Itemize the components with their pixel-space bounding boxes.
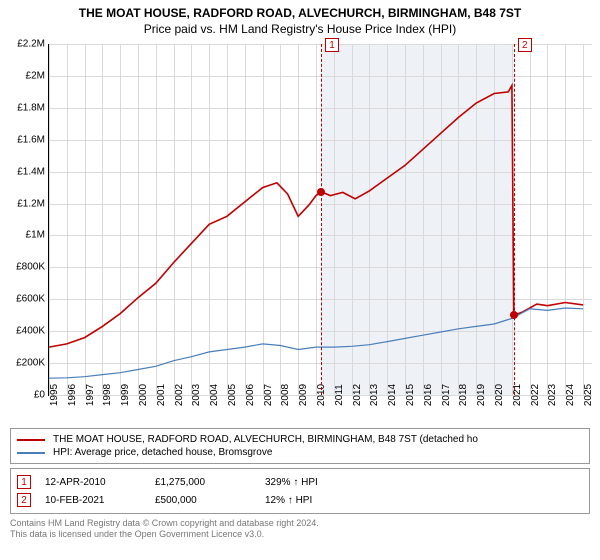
sale-marker-vline	[514, 44, 515, 395]
attribution-text: Contains HM Land Registry data © Crown c…	[10, 518, 590, 541]
sale-delta: 12% ↑ HPI	[265, 495, 312, 506]
legend-item: HPI: Average price, detached house, Brom…	[17, 446, 583, 459]
legend-swatch	[17, 452, 45, 454]
y-tick-label: £1.4M	[1, 166, 45, 177]
sale-marker-dot	[317, 188, 325, 196]
sales-row: 2 10-FEB-2021 £500,000 12% ↑ HPI	[17, 491, 583, 509]
legend-label: HPI: Average price, detached house, Brom…	[53, 447, 272, 458]
series-line-hpi	[49, 308, 583, 378]
y-tick-label: £200K	[1, 358, 45, 369]
chart-plot: £0£200K£400K£600K£800K£1M£1.2M£1.4M£1.6M…	[48, 44, 592, 396]
legend-swatch	[17, 439, 45, 441]
chart-area: £0£200K£400K£600K£800K£1M£1.2M£1.4M£1.6M…	[48, 44, 592, 424]
y-tick-label: £2M	[1, 70, 45, 81]
y-tick-label: £1.2M	[1, 198, 45, 209]
sales-row: 1 12-APR-2010 £1,275,000 329% ↑ HPI	[17, 473, 583, 491]
chart-title-line1: THE MOAT HOUSE, RADFORD ROAD, ALVECHURCH…	[8, 6, 592, 20]
sale-marker-box: 1	[325, 38, 339, 52]
sale-marker-box: 2	[518, 38, 532, 52]
sale-marker-number: 1	[17, 475, 31, 489]
sales-table: 1 12-APR-2010 £1,275,000 329% ↑ HPI 2 10…	[10, 468, 590, 514]
chart-title-block: THE MOAT HOUSE, RADFORD ROAD, ALVECHURCH…	[0, 0, 600, 38]
attribution-line: Contains HM Land Registry data © Crown c…	[10, 518, 590, 529]
y-tick-label: £0	[1, 390, 45, 401]
sale-marker-vline	[321, 44, 322, 395]
y-tick-label: £2.2M	[1, 39, 45, 50]
sale-marker-number: 2	[17, 493, 31, 507]
attribution-line: This data is licensed under the Open Gov…	[10, 529, 590, 540]
sale-marker-dot	[510, 311, 518, 319]
y-tick-label: £400K	[1, 326, 45, 337]
sale-price: £1,275,000	[155, 477, 265, 488]
y-tick-label: £1M	[1, 230, 45, 241]
y-tick-label: £800K	[1, 262, 45, 273]
sale-date: 12-APR-2010	[45, 477, 155, 488]
series-line-subject	[49, 86, 583, 348]
y-tick-label: £1.6M	[1, 134, 45, 145]
sale-date: 10-FEB-2021	[45, 495, 155, 506]
legend-item: THE MOAT HOUSE, RADFORD ROAD, ALVECHURCH…	[17, 433, 583, 446]
y-tick-label: £600K	[1, 294, 45, 305]
sale-price: £500,000	[155, 495, 265, 506]
sale-delta: 329% ↑ HPI	[265, 477, 318, 488]
legend-label: THE MOAT HOUSE, RADFORD ROAD, ALVECHURCH…	[53, 434, 478, 445]
y-tick-label: £1.8M	[1, 102, 45, 113]
chart-title-line2: Price paid vs. HM Land Registry's House …	[8, 22, 592, 36]
chart-legend: THE MOAT HOUSE, RADFORD ROAD, ALVECHURCH…	[10, 428, 590, 464]
